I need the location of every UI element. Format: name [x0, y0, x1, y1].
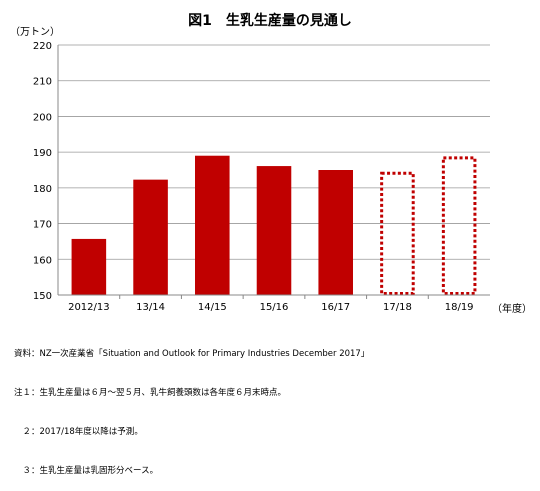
bar: [318, 170, 353, 295]
bar: [195, 155, 230, 295]
chart-title: 図1 生乳生産量の見通し: [188, 12, 352, 29]
bar-forecast: [441, 156, 477, 295]
note-source: 資料：NZ一次産業省「Situation and Outlook for Pri…: [14, 349, 370, 359]
y-tick-label: 200: [33, 112, 52, 123]
y-axis-unit: （万トン）: [10, 26, 60, 38]
x-tick-label: 18/19: [445, 302, 474, 313]
x-tick-label: 14/15: [198, 302, 227, 313]
bar-forecast: [380, 171, 415, 296]
note-2: ２：2017/18年度以降は予測。: [14, 427, 143, 437]
bar-chart: 図1 生乳生産量の見通し （万トン） （年度） 150 160 170 180 190 2…: [10, 12, 532, 315]
y-tick-label: 170: [33, 220, 52, 231]
bars: [71, 155, 477, 296]
x-tick-label: 13/14: [136, 302, 165, 313]
y-tick-label: 160: [33, 255, 52, 266]
y-tick-label: 150: [33, 291, 52, 302]
note-1: 注１：生乳生産量は６月～翌５月、乳牛飼養頭数は各年度６月末時点。: [14, 388, 287, 398]
bar: [256, 166, 292, 295]
y-tick-label: 210: [33, 77, 52, 88]
x-tick-label: 17/18: [383, 302, 412, 313]
note-3: ３：生乳生産量は乳固形分ベース。: [14, 466, 159, 476]
y-tick-label: 220: [33, 41, 52, 52]
x-tick-label: 2012/13: [68, 302, 110, 313]
x-tick-label: 16/17: [321, 302, 350, 313]
x-tick-label: 15/16: [260, 302, 289, 313]
x-axis-unit: （年度）: [492, 302, 532, 315]
y-tick-label: 190: [33, 148, 52, 159]
y-tick-label: 180: [33, 184, 52, 195]
bar: [71, 238, 107, 295]
bar: [133, 179, 168, 295]
axes: 150 160 170 180 190 200 210 220 2012/13 13/14 14/1…: [33, 41, 490, 313]
